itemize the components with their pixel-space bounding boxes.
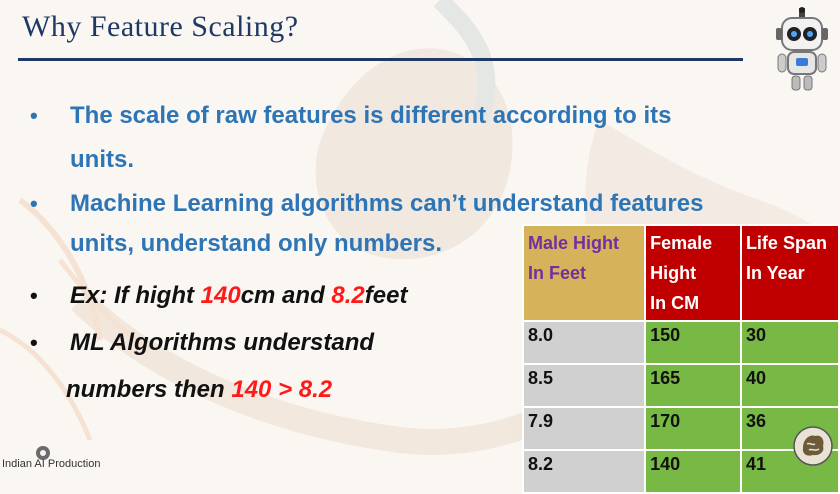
table-cell: 150 <box>644 320 742 365</box>
header-life-span: Life Span In Year <box>739 224 840 322</box>
channel-logo-icon <box>36 446 50 460</box>
header-female-height: Female Hight In CM <box>644 224 742 322</box>
table-row: 8.2 140 41 <box>521 449 840 494</box>
table-cell: 8.2 <box>521 449 647 494</box>
bullet-text: The scale of raw features is different a… <box>70 102 672 129</box>
bullet-text-continued: units. <box>70 146 134 173</box>
table-cell: 40 <box>739 363 840 408</box>
height-feet-value: 8.2 <box>331 282 365 309</box>
brain-logo-icon <box>793 426 833 466</box>
table-cell: 30 <box>739 320 840 365</box>
table-cell: 170 <box>644 406 742 451</box>
table-header-row: Male Hight In Feet Female Hight In CM Life … <box>521 224 840 322</box>
bullet-dot: • <box>30 283 38 308</box>
bullet-dot: • <box>30 103 38 128</box>
table-row: 7.9 170 36 <box>521 406 840 451</box>
bullet-text-continued: units, understand only numbers. <box>70 230 443 257</box>
bullet-text: ML Algorithms understand <box>70 329 375 356</box>
table-cell: 8.5 <box>521 363 647 408</box>
height-cm-value: 140 <box>200 282 241 309</box>
table-cell: 140 <box>644 449 742 494</box>
table-row: 8.5 165 40 <box>521 363 840 408</box>
feature-table: Male Hight In Feet Female Hight In CM Life … <box>521 224 840 494</box>
table-cell: 165 <box>644 363 742 408</box>
slide-title: Why Feature Scaling? <box>22 10 299 43</box>
channel-name: Indian AI Production <box>2 458 101 470</box>
bullet-text: Ex: If hight 140cm and 8.2feet <box>70 282 408 309</box>
channel-logo: Indian AI Production <box>0 444 120 470</box>
header-male-height: Male Hight In Feet <box>521 224 647 322</box>
bullet-text: Machine Learning algorithms can’t unders… <box>70 190 704 217</box>
table-cell: 7.9 <box>521 406 647 451</box>
table-row: 8.0 150 30 <box>521 320 840 365</box>
comparison-expression: 140 > 8.2 <box>231 376 333 403</box>
bullet-dot: • <box>30 191 38 216</box>
bullet-dot: • <box>30 330 38 355</box>
robot-mascot-icon <box>776 7 828 91</box>
title-divider <box>18 58 743 61</box>
table-cell: 8.0 <box>521 320 647 365</box>
bullet-text-continued: numbers then 140 > 8.2 <box>66 376 333 403</box>
table-cell: 36 <box>739 406 840 451</box>
